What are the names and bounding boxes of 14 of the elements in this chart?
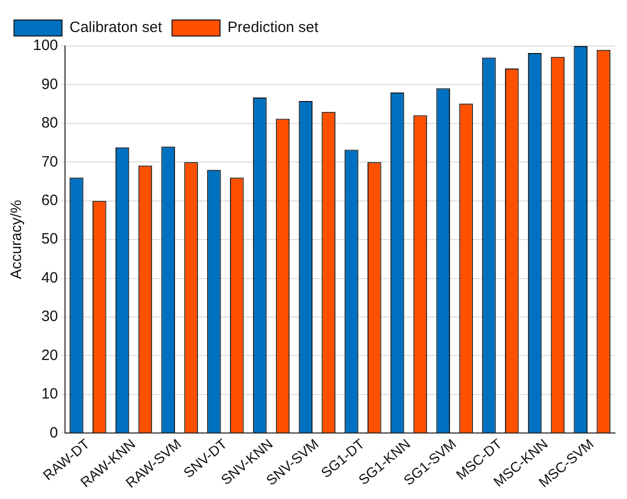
y-tick-label: 80 [41,114,58,132]
legend-label: Calibraton set [70,19,163,36]
y-axis-title: Accuracy/% [8,200,26,280]
y-tick-label: 0 [50,424,58,442]
legend-label: Prediction set [228,19,320,36]
y-tick-label: 90 [41,76,58,93]
y-tick-label: 20 [41,346,58,364]
y-tick-label: 70 [41,153,58,170]
y-tick-label: 40 [41,269,58,286]
y-tick-label: 50 [41,230,58,248]
y-tick-label: 10 [41,386,58,403]
y-tick-label: 100 [32,37,58,54]
y-tick-label: 60 [41,192,58,209]
y-tick-label: 30 [41,308,58,326]
